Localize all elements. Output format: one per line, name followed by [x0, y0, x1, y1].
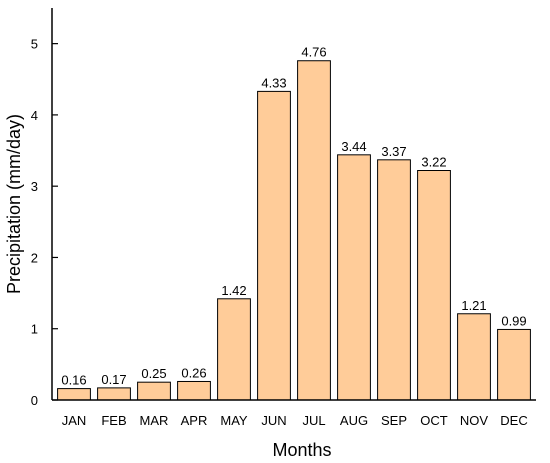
y-tick-label: 4 — [31, 108, 38, 123]
y-tick-label: 2 — [31, 250, 38, 265]
bars-group — [57, 60, 531, 401]
data-label-oct: 3.22 — [421, 155, 446, 170]
bar-dec — [497, 328, 531, 401]
bar-jan — [57, 388, 91, 401]
x-axis-title: Months — [272, 440, 331, 460]
bar-nov — [457, 313, 491, 401]
x-tick-label-jun: JUN — [261, 413, 286, 428]
x-tick-label-jul: JUL — [302, 413, 325, 428]
y-tick-label: 0 — [31, 393, 38, 408]
x-tick-label-oct: OCT — [420, 413, 448, 428]
x-tick-label-mar: MAR — [140, 413, 169, 428]
value-labels-group: 0.16 0.17 0.25 0.26 1.42 4.33 4.76 3.44 3.37 3.22… — [61, 45, 526, 388]
x-tick-label-may: MAY — [220, 413, 248, 428]
y-tick-label: 3 — [31, 179, 38, 194]
y-tick-label: 5 — [31, 37, 38, 52]
x-tick-label-nov: NOV — [460, 413, 489, 428]
data-label-may: 1.42 — [221, 283, 246, 298]
bar-jun — [257, 90, 291, 401]
y-ticks-group: 0 1 2 3 4 5 — [31, 37, 58, 408]
x-tick-label-sep: SEP — [381, 413, 407, 428]
bar-mar — [137, 381, 171, 401]
x-tick-label-feb: FEB — [101, 413, 126, 428]
bar-jul — [297, 60, 331, 401]
data-label-apr: 0.26 — [181, 365, 206, 380]
data-label-sep: 3.37 — [381, 144, 406, 159]
bar-feb — [97, 387, 131, 401]
data-label-aug: 3.44 — [341, 139, 366, 154]
data-label-mar: 0.25 — [141, 366, 166, 381]
bar-may — [217, 298, 251, 401]
x-tick-label-aug: AUG — [340, 413, 368, 428]
data-label-dec: 0.99 — [501, 313, 526, 328]
bar-sep — [377, 159, 411, 401]
data-label-jun: 4.33 — [261, 75, 286, 90]
bar-aug — [337, 154, 371, 401]
x-category-labels: JAN FEB MAR APR MAY JUN JUL AUG SEP OCT NOV DEC — [62, 413, 528, 428]
x-tick-label-apr: APR — [181, 413, 208, 428]
x-tick-label-jan: JAN — [62, 413, 87, 428]
x-tick-label-dec: DEC — [500, 413, 527, 428]
y-tick-label: 1 — [31, 322, 38, 337]
data-label-nov: 1.21 — [461, 298, 486, 313]
data-label-jan: 0.16 — [61, 373, 86, 388]
y-axis-title: Precipitation (mm/day) — [4, 114, 24, 294]
bar-apr — [177, 380, 211, 401]
bar-oct — [417, 170, 451, 401]
data-label-jul: 4.76 — [301, 45, 326, 60]
data-label-feb: 0.17 — [101, 372, 126, 387]
